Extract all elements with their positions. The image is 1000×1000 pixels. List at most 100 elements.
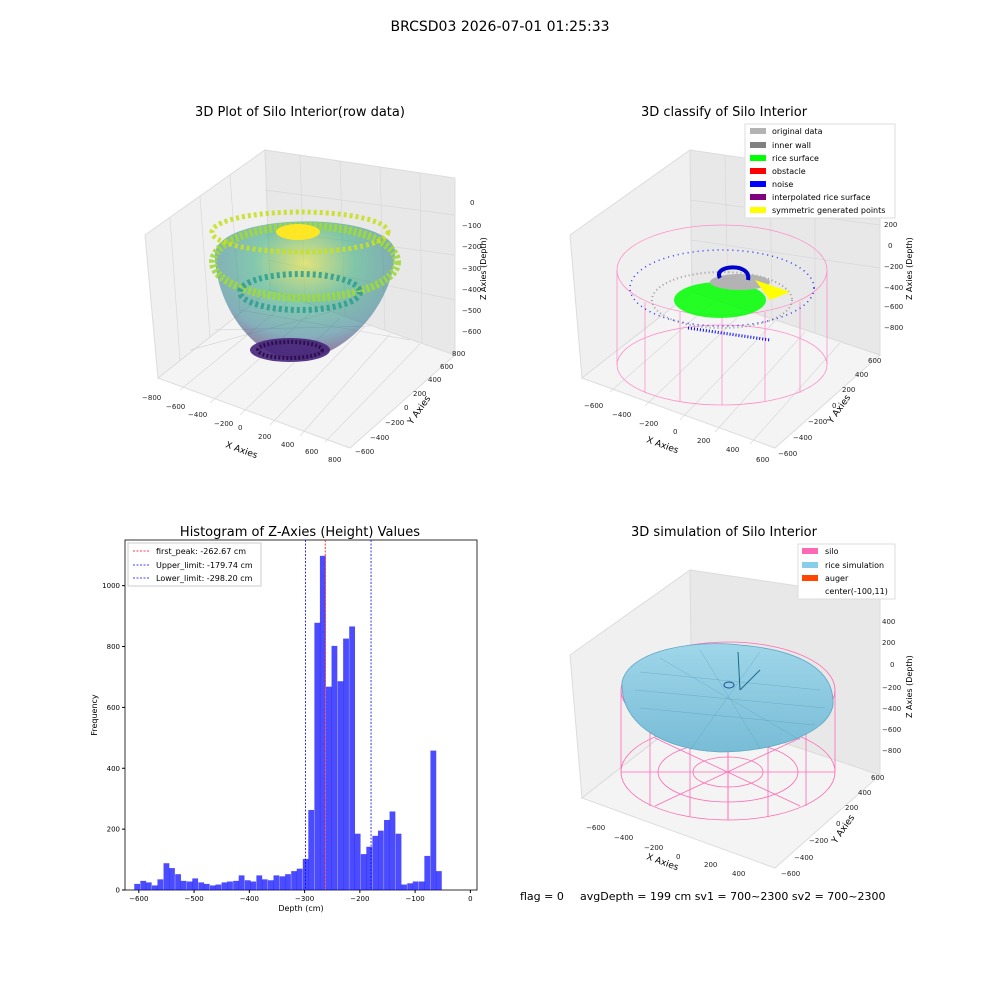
raw-y-axis-label: Y Axies [406, 394, 434, 427]
svg-text:−200: −200 [809, 837, 828, 845]
histogram-bar [354, 833, 361, 890]
svg-text:0: 0 [404, 404, 408, 412]
svg-text:0: 0 [673, 428, 677, 436]
svg-text:noise: noise [772, 180, 793, 189]
histogram-bar [424, 855, 431, 890]
simulation-rice-surface [621, 643, 834, 753]
svg-text:−200: −200 [214, 420, 233, 428]
legend-item-lower-limit: Lower_limit: -298.20 cm [133, 574, 253, 583]
svg-text:first_peak: -262.67 cm: first_peak: -262.67 cm [156, 547, 246, 556]
svg-text:200: 200 [845, 804, 858, 812]
svg-text:−400: −400 [884, 284, 903, 292]
histogram-bar [244, 880, 251, 890]
svg-text:Upper_limit: -179.74 cm: Upper_limit: -179.74 cm [156, 561, 253, 570]
legend-item-rice-simulation: rice simulation [802, 561, 884, 570]
histogram-bar [435, 871, 442, 890]
histogram-bar [175, 874, 181, 890]
svg-text:600: 600 [871, 774, 884, 782]
histogram-bar [267, 880, 274, 890]
histogram-bar [331, 645, 338, 890]
svg-text:200: 200 [884, 221, 897, 229]
simulation-x-ticks: −600 −400 −200 0 200 400 [586, 824, 745, 878]
histogram-title: Histogram of Z-Axies (Height) Values [180, 525, 420, 540]
histogram-bar [389, 811, 396, 890]
svg-text:−200: −200 [462, 243, 481, 251]
legend-item-silo: silo [802, 547, 839, 556]
svg-text:200: 200 [413, 390, 426, 398]
histogram-bar [430, 750, 437, 890]
raw-point-cloud [209, 209, 401, 362]
histogram-bar [343, 638, 349, 890]
legend-item-interpolated-rice-surface: interpolated rice surface [750, 193, 870, 202]
histogram-bar [151, 885, 158, 890]
histogram-y-axis-label: Frequency [90, 694, 99, 736]
svg-text:Lower_limit: -298.20 cm: Lower_limit: -298.20 cm [156, 574, 253, 583]
panel-classify-3d: 3D classify of Silo Interior [569, 105, 914, 464]
svg-text:200: 200 [704, 861, 717, 869]
svg-text:0: 0 [238, 424, 242, 432]
svg-text:silo: silo [825, 547, 839, 556]
raw-x-axis-label: X Axies [224, 440, 259, 461]
svg-text:−400: −400 [882, 705, 901, 713]
histogram-bar [256, 875, 263, 890]
svg-text:rice surface: rice surface [772, 154, 819, 163]
svg-text:−200: −200 [808, 418, 827, 426]
histogram-bar [273, 875, 280, 890]
footer-flag: flag = 0 [520, 890, 564, 903]
svg-text:−100: −100 [462, 222, 481, 230]
legend-item-first-peak: first_peak: -262.67 cm [133, 547, 246, 556]
histogram-bar [227, 881, 233, 890]
histogram-plot-frame [124, 539, 478, 891]
svg-text:−600: −600 [884, 303, 903, 311]
svg-text:0: 0 [888, 242, 892, 250]
svg-text:−400: −400 [793, 434, 812, 442]
svg-text:interpolated rice surface: interpolated rice surface [772, 193, 870, 202]
svg-text:−400: −400 [612, 411, 631, 419]
svg-text:400: 400 [428, 376, 441, 384]
svg-text:−400: −400 [188, 411, 207, 419]
legend-item-upper-limit: Upper_limit: -179.74 cm [133, 561, 253, 570]
histogram-bar [366, 846, 373, 890]
svg-text:0: 0 [836, 820, 840, 828]
histogram-bar [250, 881, 257, 890]
svg-text:400: 400 [858, 789, 871, 797]
classify-x-axis-label: X Axies [645, 435, 680, 456]
simulation-y-axis-label: Y Axies [830, 813, 858, 846]
histogram-bar [285, 874, 291, 890]
simulation-auger [723, 651, 761, 691]
histogram-y-tick-label: 0 [116, 887, 120, 895]
svg-text:−200: −200 [639, 420, 658, 428]
histogram-bar [233, 880, 239, 890]
svg-text:inner wall: inner wall [772, 141, 811, 150]
svg-text:−600: −600 [355, 448, 374, 456]
svg-text:−800: −800 [884, 324, 903, 332]
svg-text:−600: −600 [781, 870, 800, 878]
svg-text:symmetric generated points: symmetric generated points [772, 206, 885, 215]
histogram-bar [215, 884, 222, 890]
raw-z-ticks: 0 −100 −200 −300 −400 −500 −600 [462, 199, 481, 336]
histogram-x-tick-label: −400 [240, 895, 259, 903]
svg-text:−400: −400 [462, 286, 481, 294]
svg-text:0: 0 [832, 402, 836, 410]
svg-text:0: 0 [676, 853, 680, 861]
legend-item-symmetric-generated-points: symmetric generated points [750, 206, 885, 215]
classify-z-axis-label: Z Axies (Depth) [905, 237, 914, 300]
histogram-bar [360, 854, 367, 890]
histogram-bar [180, 880, 187, 890]
histogram-x-tick-label: −300 [295, 895, 314, 903]
histogram-bar [261, 879, 268, 890]
histogram-x-tick-label: −600 [129, 895, 148, 903]
histogram-x-tick-label: −500 [184, 895, 203, 903]
classify-legend: original data inner wall rice surface ob… [744, 123, 896, 219]
simulation-panel-title: 3D simulation of Silo Interior [631, 525, 818, 540]
panel-histogram: Histogram of Z-Axies (Height) Values −60… [90, 525, 478, 913]
legend-item-obstacle: obstacle [750, 167, 806, 176]
svg-text:600: 600 [440, 363, 453, 371]
svg-text:800: 800 [452, 350, 465, 358]
histogram-bar [314, 622, 321, 890]
simulation-x-axis-label: X Axies [645, 852, 680, 873]
histogram-bar [308, 809, 315, 890]
histogram-bar [221, 882, 228, 890]
svg-text:−600: −600 [778, 450, 797, 458]
classify-legend-box [744, 123, 896, 219]
